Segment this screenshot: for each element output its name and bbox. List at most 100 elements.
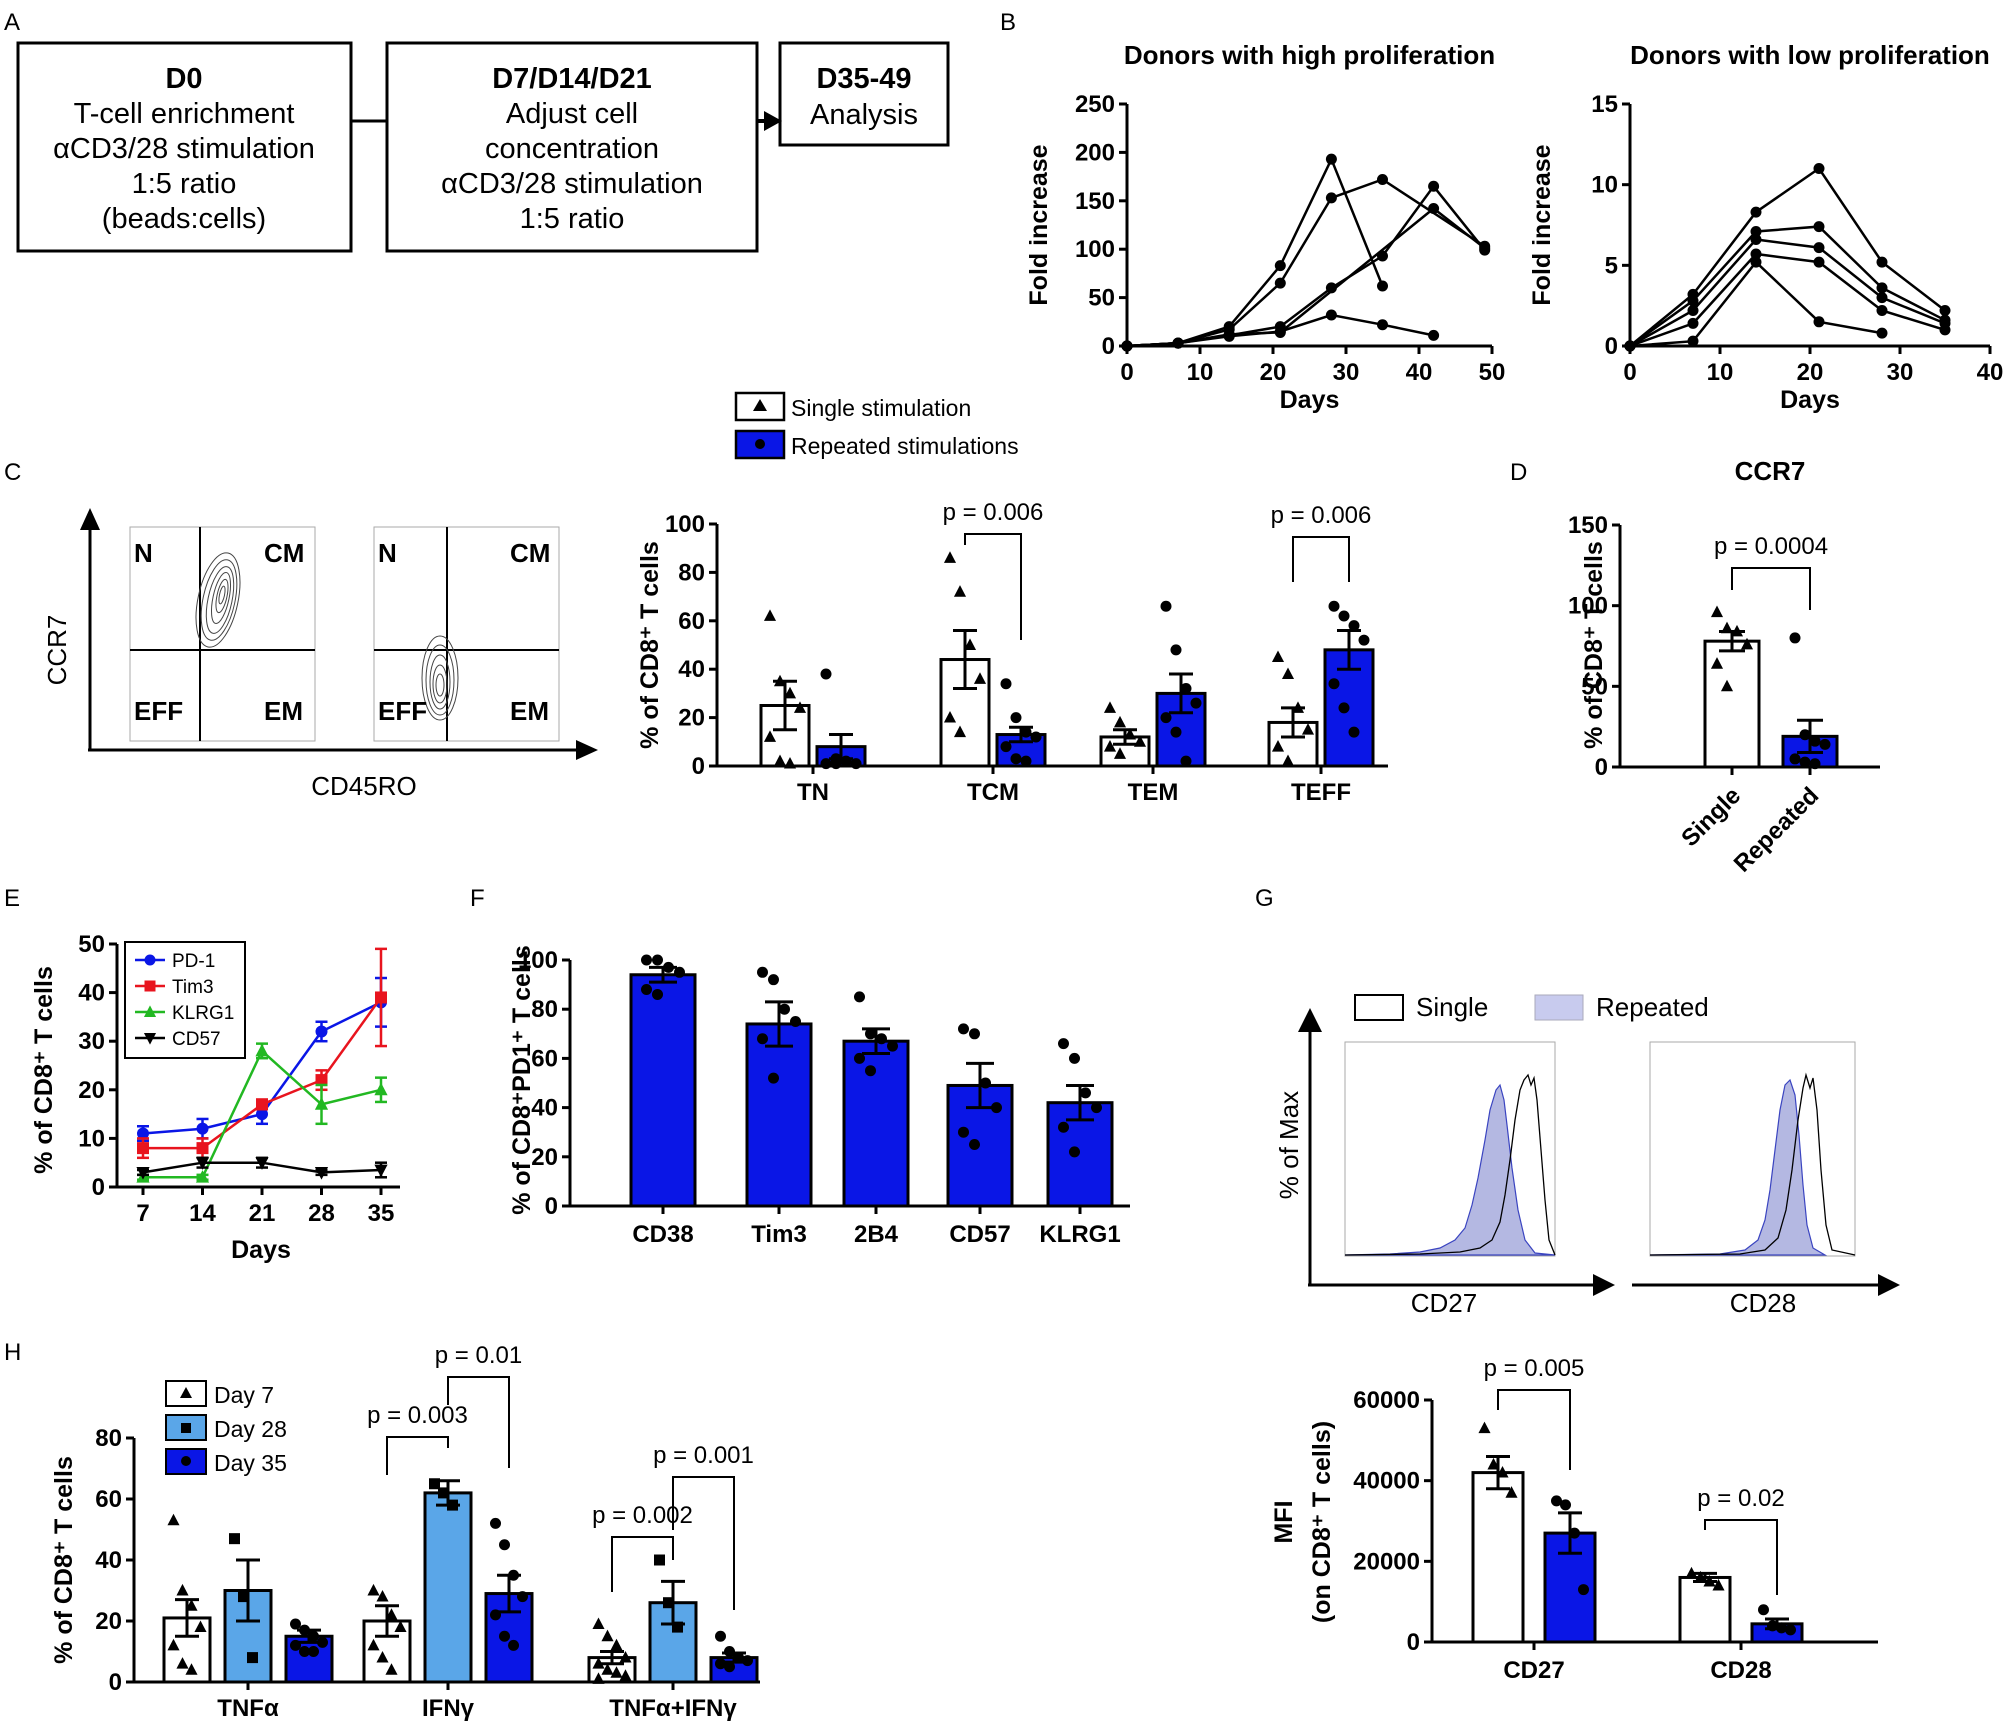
- e-data-point: [195, 1157, 210, 1170]
- h-y-label: % of CD8⁺ T cells: [50, 1456, 78, 1664]
- data-point: [768, 1072, 779, 1084]
- c-tcm-bracket: [964, 533, 1022, 640]
- data-point: [1069, 1146, 1080, 1158]
- c-category-label: TCM: [967, 779, 1019, 806]
- g-bar: [1471, 1471, 1525, 1644]
- data-point: [1281, 754, 1295, 767]
- data-point: [1069, 1052, 1080, 1064]
- h-ifn-2-bracket: [447, 1376, 510, 1468]
- data-point: [1121, 340, 1133, 352]
- data-point: [674, 966, 685, 978]
- flowchart: D0 T-cell enrichment αCD3/28 stimulation…: [16, 41, 950, 253]
- data-point: [1876, 327, 1888, 339]
- data-point: [652, 988, 663, 1000]
- flow-box-d7-line: concentration: [485, 133, 659, 165]
- B2-y-tick-label: 0: [1605, 333, 1618, 360]
- B1-x-tick-label: 30: [1333, 359, 1360, 386]
- data-point: [1325, 192, 1337, 204]
- flow-box-d0-line: T-cell enrichment: [74, 98, 295, 130]
- data-point: [1325, 309, 1337, 321]
- data-point: [1377, 319, 1388, 331]
- g-cd27-bracket: [1497, 1389, 1571, 1470]
- data-point: [610, 1638, 623, 1651]
- e-data-point: [375, 991, 387, 1004]
- h-y-tick-label: 20: [95, 1608, 122, 1635]
- data-point: [1569, 1527, 1580, 1539]
- data-point: [1785, 1624, 1796, 1636]
- data-point: [1348, 726, 1360, 738]
- c-y-tick-label: 40: [678, 656, 705, 683]
- data-point: [820, 668, 832, 680]
- e-data-point: [255, 1157, 269, 1170]
- data-point: [876, 1033, 887, 1045]
- data-point: [1876, 292, 1888, 304]
- c-category-label: TEM: [1128, 779, 1179, 806]
- f-bar: [629, 973, 697, 1208]
- data-point: [1687, 317, 1699, 329]
- data-point: [247, 1652, 258, 1664]
- data-point: [1819, 738, 1831, 750]
- data-point: [783, 756, 797, 769]
- e-data-point: [374, 1082, 388, 1096]
- data-point: [715, 1630, 726, 1642]
- data-point: [1624, 340, 1636, 352]
- data-point: [1274, 277, 1286, 289]
- e-x-tick-label: 28: [308, 1200, 335, 1227]
- data-point: [308, 1646, 319, 1657]
- triangle-marker-icon: [753, 399, 767, 411]
- e-y-tick-label: 30: [78, 1028, 105, 1055]
- data-point: [194, 1620, 207, 1633]
- c-y-tick-label: 20: [678, 705, 705, 732]
- data-point: [592, 1672, 605, 1684]
- data-point: [1160, 712, 1172, 724]
- g-y-tick-label: 60000: [1353, 1387, 1420, 1414]
- B2-x-tick-label: 20: [1797, 359, 1824, 386]
- legend-c: Single stimulation Repeated stimulations: [734, 391, 1019, 460]
- data-point: [1685, 1566, 1698, 1579]
- contour-population: [195, 552, 241, 648]
- hist-single-cd27: [1344, 1073, 1556, 1256]
- data-point: [238, 1591, 249, 1603]
- e-legend-marker: [143, 1033, 157, 1045]
- data-point: [367, 1583, 380, 1596]
- data-point: [790, 1016, 801, 1027]
- f-bar: [842, 1039, 910, 1208]
- data-point: [1687, 305, 1699, 317]
- data-point: [1091, 1102, 1102, 1114]
- data-point: [490, 1517, 501, 1529]
- B1-y-tick-label: 150: [1075, 188, 1115, 215]
- data-point: [1170, 726, 1182, 738]
- panel-label-f: F: [470, 885, 485, 912]
- data-point: [1939, 324, 1951, 336]
- histogram-g: Single Repeated % of Max CD27 CD28: [1274, 992, 1900, 1318]
- flow-box-d35-title: D35-49: [816, 63, 911, 95]
- data-point: [724, 1661, 735, 1673]
- quadrant-label: N: [134, 538, 153, 568]
- f-category-label: 2B4: [854, 1221, 899, 1248]
- B1-y-tick-label: 250: [1075, 91, 1115, 118]
- h-bar: [423, 1491, 473, 1684]
- d-bar: [1703, 639, 1761, 769]
- B2-x-tick-label: 0: [1623, 359, 1636, 386]
- f-y-tick-label: 100: [518, 947, 558, 974]
- B2-x-tick-label: 10: [1707, 359, 1734, 386]
- c-y-tick-label: 0: [692, 753, 705, 780]
- data-point: [1876, 256, 1888, 268]
- c-teff-bracket: [1292, 536, 1350, 582]
- data-point: [652, 954, 663, 966]
- data-point: [1478, 1421, 1491, 1434]
- data-point: [1328, 678, 1340, 690]
- data-point: [1939, 305, 1951, 317]
- g-category-label: CD28: [1710, 1657, 1771, 1684]
- data-point: [1813, 163, 1825, 175]
- e-data-point: [315, 1025, 328, 1038]
- data-point: [619, 1669, 632, 1681]
- e-legend-label: PD-1: [172, 951, 215, 972]
- B2-y-tick-label: 10: [1591, 172, 1618, 199]
- data-point: [1809, 735, 1821, 747]
- flow-box-d7-line: 1:5 ratio: [520, 203, 625, 235]
- arrow-up-icon: [1298, 1008, 1322, 1032]
- f-category-label: KLRG1: [1039, 1221, 1120, 1248]
- quadrant-label: EM: [510, 696, 549, 726]
- data-point: [854, 1052, 865, 1064]
